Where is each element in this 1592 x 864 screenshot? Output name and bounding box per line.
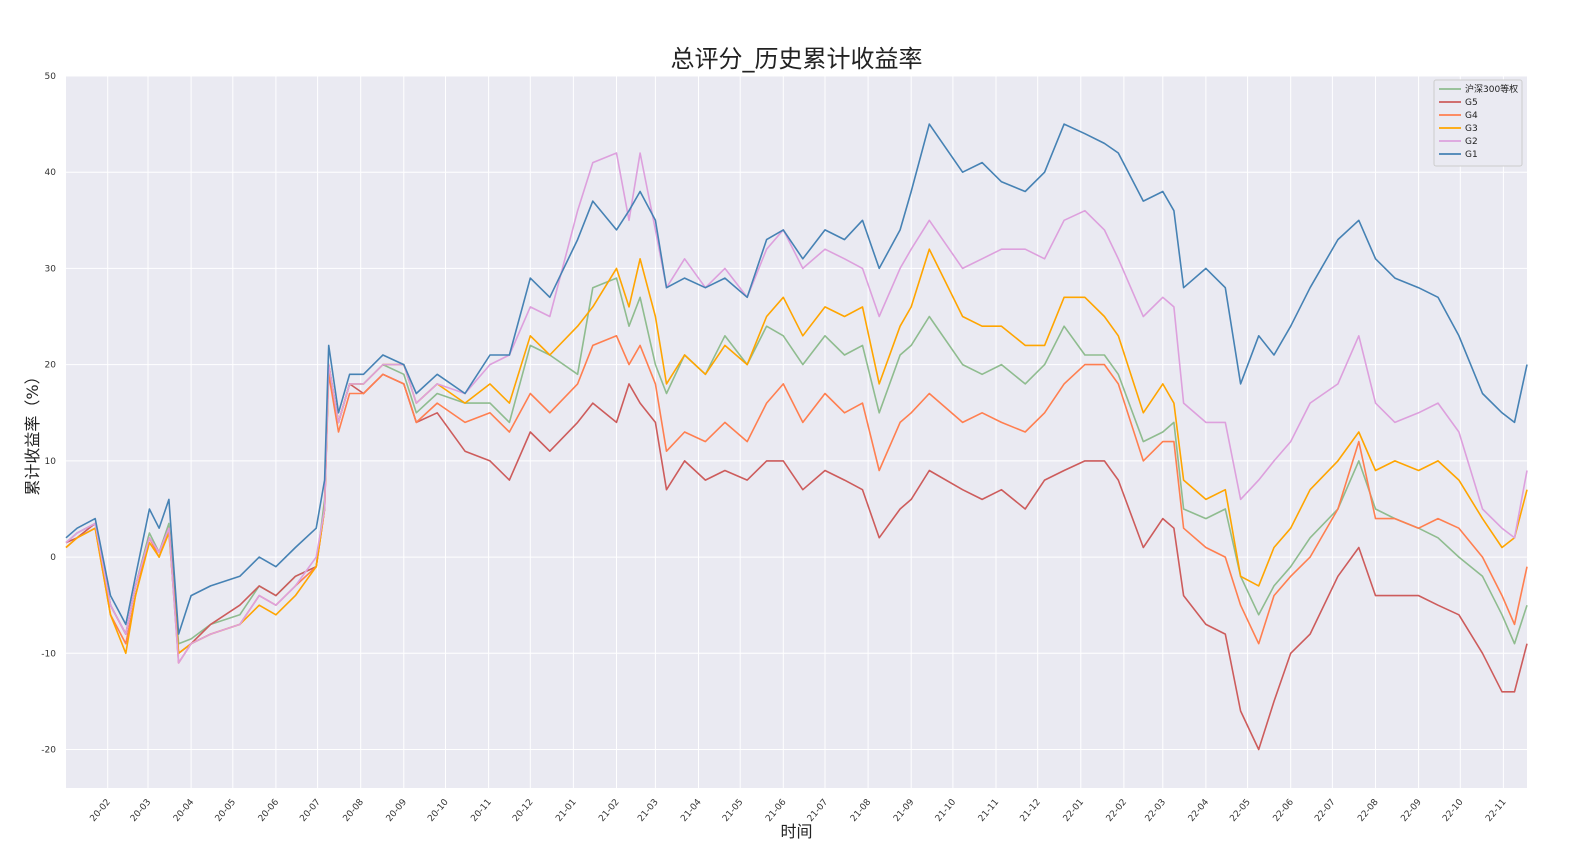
x-tick-label: 20-08 bbox=[342, 797, 367, 824]
series-line-G1 bbox=[65, 123, 1528, 635]
x-tick-label: 22-04 bbox=[1187, 797, 1212, 824]
series-line-G5 bbox=[65, 363, 1528, 751]
x-tick-label: 21-09 bbox=[892, 797, 917, 824]
plot-area bbox=[66, 76, 1527, 788]
x-tick-labels: 20-02 20-03 20-04 20-05 20-06 20-07 20-08 20-09… bbox=[89, 797, 1509, 824]
y-tick-label: 10 bbox=[45, 457, 57, 467]
x-tick-label: 22-10 bbox=[1441, 797, 1466, 824]
x-tick-label: 22-07 bbox=[1313, 798, 1337, 824]
x-tick-label: 20-11 bbox=[469, 798, 493, 824]
x-tick-label: 22-01 bbox=[1062, 798, 1086, 824]
legend-label: G5 bbox=[1465, 98, 1478, 108]
x-tick-label: 20-06 bbox=[257, 797, 282, 824]
legend-label: 沪深300等权 bbox=[1465, 83, 1518, 95]
x-tick-label: 21-12 bbox=[1019, 798, 1043, 824]
x-tick-label: 20-12 bbox=[511, 798, 535, 824]
x-axis-title: 时间 bbox=[780, 822, 812, 841]
x-tick-label: 21-06 bbox=[764, 797, 789, 824]
x-tick-label: 22-11 bbox=[1484, 798, 1508, 824]
x-tick-label: 21-05 bbox=[721, 798, 745, 824]
x-tick-label: 20-02 bbox=[89, 798, 113, 824]
x-tick-label: 20-05 bbox=[214, 798, 238, 824]
legend: 沪深300等权 G5 G4 G3 G2 G1 bbox=[1433, 79, 1523, 167]
x-tick-label: 22-06 bbox=[1272, 797, 1297, 824]
x-tick-label: 20-10 bbox=[426, 797, 451, 824]
legend-label: G1 bbox=[1465, 150, 1478, 160]
legend-label: G4 bbox=[1465, 111, 1478, 121]
y-tick-label: 0 bbox=[50, 553, 56, 563]
grid bbox=[66, 75, 1527, 788]
x-tick-label: 21-04 bbox=[679, 797, 704, 824]
x-tick-label: 22-08 bbox=[1356, 797, 1381, 824]
y-tick-labels: -20 -10 0 10 20 30 40 50 bbox=[41, 72, 56, 756]
chart-title: 总评分_历史累计收益率 bbox=[671, 45, 923, 73]
y-tick-label: 40 bbox=[45, 168, 57, 178]
y-tick-label: 30 bbox=[45, 264, 57, 274]
y-tick-label: 20 bbox=[45, 361, 57, 371]
y-axis-title: 累计收益率（%） bbox=[23, 368, 42, 495]
x-tick-label: 20-04 bbox=[172, 797, 197, 824]
x-tick-label: 21-01 bbox=[554, 798, 578, 824]
x-tick-label: 21-03 bbox=[636, 798, 660, 824]
y-tick-label: -10 bbox=[41, 649, 56, 659]
x-tick-label: 21-07 bbox=[806, 798, 830, 824]
x-tick-label: 20-07 bbox=[298, 798, 322, 824]
x-tick-label: 22-03 bbox=[1144, 798, 1168, 824]
x-tick-label: 22-05 bbox=[1228, 798, 1252, 824]
legend-label: G2 bbox=[1465, 137, 1478, 147]
x-tick-label: 20-09 bbox=[385, 797, 410, 824]
series-line-G3 bbox=[65, 248, 1528, 655]
x-tick-label: 20-03 bbox=[129, 798, 153, 824]
x-tick-label: 21-10 bbox=[934, 797, 959, 824]
x-tick-label: 21-11 bbox=[977, 798, 1001, 824]
x-tick-label: 21-08 bbox=[849, 797, 874, 824]
x-tick-label: 22-02 bbox=[1105, 798, 1129, 824]
x-tick-label: 22-09 bbox=[1399, 797, 1424, 824]
y-tick-label: 50 bbox=[45, 72, 57, 82]
y-tick-label: -20 bbox=[41, 746, 56, 756]
legend-label: G3 bbox=[1465, 124, 1478, 134]
x-tick-label: 21-02 bbox=[597, 798, 621, 824]
series-lines bbox=[65, 123, 1528, 751]
